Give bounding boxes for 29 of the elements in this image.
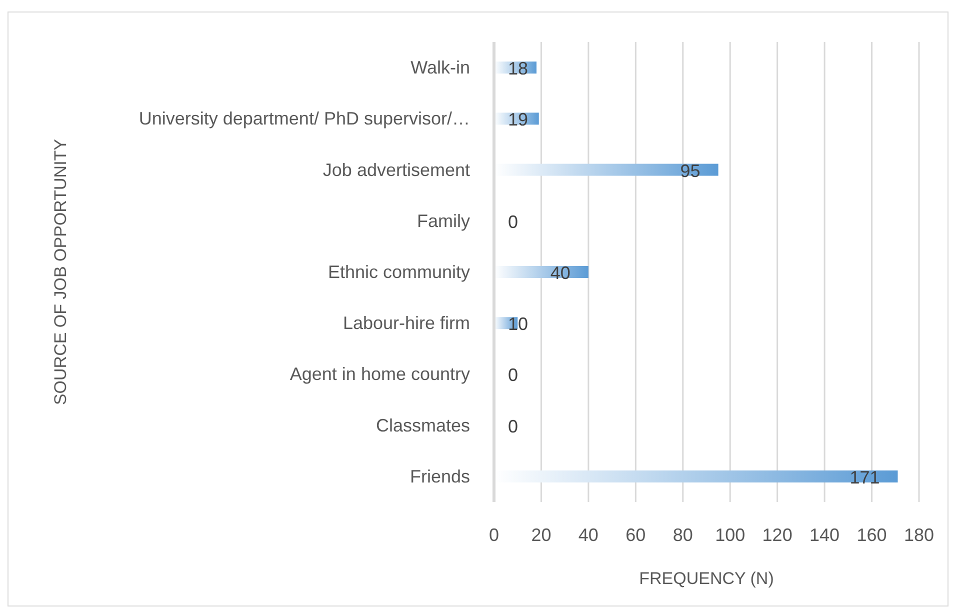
x-tick-label: 0 bbox=[488, 525, 500, 545]
data-label: 19 bbox=[508, 110, 528, 130]
data-label: 0 bbox=[508, 416, 518, 436]
y-tick-label: Friends bbox=[410, 466, 470, 486]
data-label: 40 bbox=[550, 263, 570, 283]
data-label: 18 bbox=[508, 58, 528, 79]
y-tick-label: Agent in home country bbox=[290, 364, 470, 384]
y-tick-label: Classmates bbox=[376, 415, 470, 436]
y-tick-label: Job advertisement bbox=[322, 160, 470, 180]
y-tick-label: Labour-hire firm bbox=[342, 313, 470, 334]
y-tick-label: Walk-in bbox=[410, 58, 470, 78]
x-tick-label: 180 bbox=[904, 525, 934, 545]
y-tick-label: Family bbox=[417, 210, 470, 231]
x-tick-label: 120 bbox=[762, 525, 792, 545]
x-tick-label: 20 bbox=[531, 525, 552, 545]
data-label: 95 bbox=[680, 160, 700, 181]
x-axis-title: FREQUENCY (N) bbox=[639, 569, 774, 588]
data-label: 0 bbox=[508, 212, 518, 232]
x-tick-label: 140 bbox=[810, 525, 840, 545]
y-axis-title: SOURCE OF JOB OPPORTUNITY bbox=[51, 138, 70, 406]
x-tick-label: 100 bbox=[715, 525, 746, 545]
x-tick-label: 40 bbox=[578, 525, 598, 545]
y-tick-label: Ethnic community bbox=[328, 262, 470, 282]
data-label: 0 bbox=[508, 365, 518, 386]
y-tick-label: University department/ PhD supervisor/… bbox=[138, 108, 470, 129]
x-tick-label: 60 bbox=[626, 525, 646, 545]
data-label: 171 bbox=[850, 467, 880, 488]
x-tick-label: 80 bbox=[672, 525, 693, 545]
x-tick-label: 160 bbox=[856, 525, 887, 545]
